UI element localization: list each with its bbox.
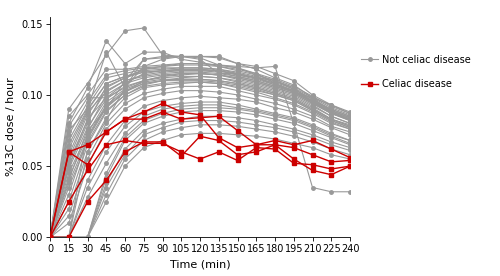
Legend: Not celiac disease, Celiac disease: Not celiac disease, Celiac disease <box>361 55 471 89</box>
Y-axis label: %13C dose / hour: %13C dose / hour <box>6 78 16 176</box>
X-axis label: Time (min): Time (min) <box>170 260 230 270</box>
